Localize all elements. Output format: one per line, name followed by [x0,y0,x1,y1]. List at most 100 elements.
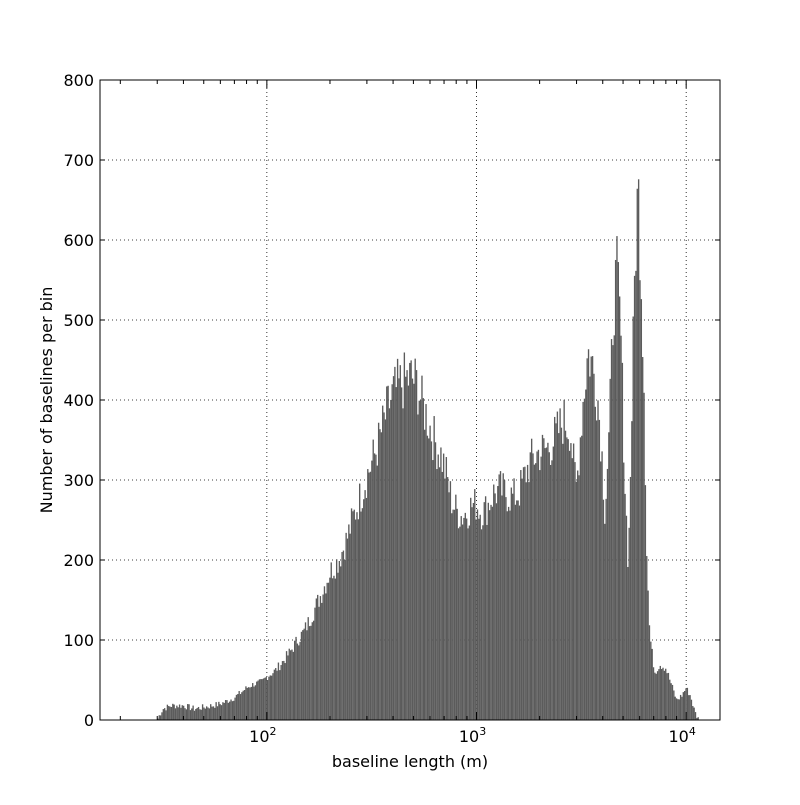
histogram-bar [533,464,536,720]
histogram-bars [157,179,699,720]
histogram-bar [414,358,416,720]
histogram-bar [530,438,533,720]
histogram-bar [207,707,209,720]
histogram-bar [637,179,640,720]
histogram-bar [233,700,235,720]
histogram-bar [587,349,590,720]
histogram-bar [405,376,407,720]
histogram-bar [525,482,527,720]
histogram-bar [318,606,320,720]
histogram-bar [253,686,255,720]
histogram-bar [377,422,380,720]
histogram-bar [354,519,357,720]
histogram-bar [600,461,602,720]
histogram-bar [205,706,208,720]
histogram-bar [605,498,607,720]
histogram-bar [406,370,408,720]
histogram-bar [693,707,695,720]
histogram-bar [609,378,611,720]
histogram-bar [475,519,477,720]
histogram-bar [559,408,561,720]
histogram-bar [558,433,560,720]
histogram-bar [673,690,675,720]
x-tick-label: 103 [459,725,486,746]
histogram-bar [453,509,456,720]
histogram-bar [298,645,300,720]
histogram-bar [579,437,582,720]
histogram-bar [590,356,592,720]
histogram-bar [164,708,166,720]
histogram-bar [589,376,591,720]
histogram-bar [322,594,324,720]
histogram-bar [266,680,269,720]
histogram-bar [333,575,335,720]
histogram-bar [452,509,454,720]
histogram-bar [659,665,661,720]
histogram-bar [419,400,422,720]
histogram-bar [334,578,336,720]
histogram-bar [660,668,663,720]
histogram-bar [518,505,521,720]
y-tick-label: 100 [63,631,94,650]
histogram-bar [276,670,278,720]
histogram-bar [302,630,304,720]
histogram-bar [229,701,231,720]
histogram-bar [679,694,682,720]
histogram-bar [512,493,514,720]
histogram-bar [425,404,427,720]
histogram-bar [574,462,576,720]
histogram-bar [655,673,657,720]
histogram-bar [432,460,434,720]
histogram-bar [178,704,181,720]
histogram-bar [598,419,601,720]
histogram-bar [413,383,415,720]
histogram-bar [399,365,401,720]
histogram-bar [395,387,397,720]
histogram-bar [522,467,525,720]
histogram-bar [646,556,648,720]
histogram-bar [273,669,276,720]
histogram-bar [459,526,461,720]
histogram-bar [690,699,693,720]
histogram-bar [174,708,177,720]
histogram-bar [218,701,220,720]
histogram-bar [444,478,446,720]
histogram-bar [513,478,515,720]
histogram-bar [283,660,285,720]
histogram-bar [288,648,290,720]
histogram-bar [449,481,452,720]
histogram-bar [231,701,234,720]
histogram-bar [457,528,460,720]
histogram-bar [243,689,246,720]
histogram-bar [380,432,383,720]
histogram-bar [162,709,165,720]
histogram-bar [356,512,358,720]
histogram-bar [364,490,366,720]
histogram-bar [669,679,671,720]
histogram-bar [249,687,251,720]
histogram-bar [528,482,530,720]
histogram-bar [624,493,626,720]
histogram-bar [197,706,200,720]
histogram-bar [284,663,286,720]
histogram-bar [252,683,254,720]
histogram-bar [578,475,580,720]
histogram-bar [608,432,610,720]
histogram-bar [335,559,338,720]
histogram-bar [631,421,633,720]
histogram-bar [247,687,250,720]
histogram-bar [403,352,406,720]
histogram-bar [478,518,480,720]
histogram-bar [265,677,267,720]
histogram-bar [575,481,578,720]
histogram-bar [651,648,653,720]
histogram-bar [289,650,292,720]
histogram-bar [280,665,282,720]
histogram-bar [159,715,162,720]
histogram-bar [345,532,347,720]
histogram-bar [349,533,351,720]
histogram-bar [368,472,370,720]
histogram-bar [390,399,392,720]
histogram-bar [304,622,307,720]
histogram-bar [448,492,450,720]
